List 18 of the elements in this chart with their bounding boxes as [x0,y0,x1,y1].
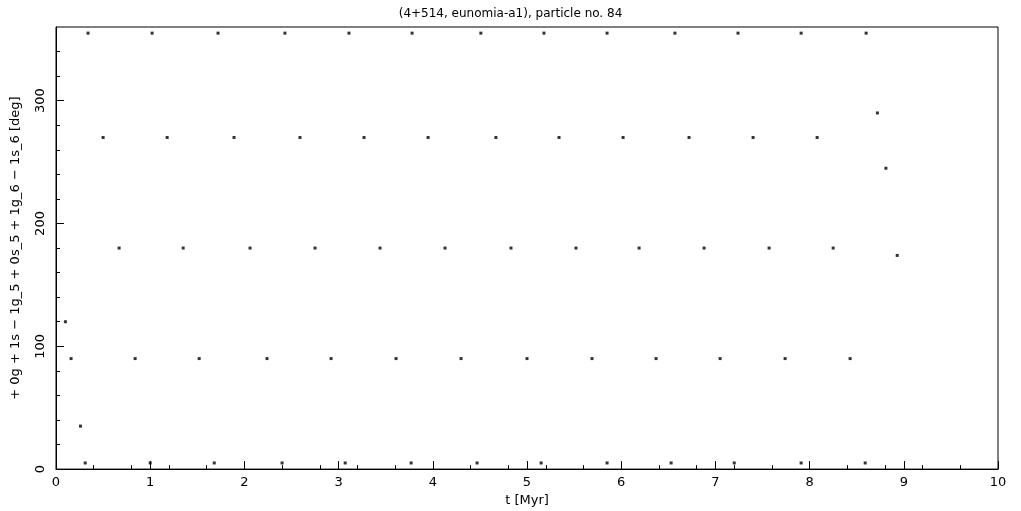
x-tick-label: 2 [240,474,249,490]
x-tick-label: 9 [899,474,908,490]
x-tick-label: 1 [146,474,155,490]
y-axis-title: + 0g + 1s − 1g_5 + 0s_5 + 1g_6 − 1s_6 [deg] [7,96,22,400]
x-tick-label: 10 [989,474,1007,490]
x-tick-label: 5 [522,474,532,490]
y-tick-label: 200 [32,211,47,236]
x-tick-label: 6 [617,474,626,490]
y-tick-label: 100 [32,333,47,359]
x-tick-label: 3 [334,474,343,490]
x-axis-title: t [Myr] [505,492,549,507]
x-tick-label: 0 [51,474,61,490]
x-tick-label: 4 [428,474,437,490]
chart-title: (4+514, eunomia-a1), particle no. 84 [398,6,623,20]
y-tick-label: 300 [32,88,47,114]
y-tick-label: 0 [32,464,47,474]
x-tick-label: 8 [805,474,814,490]
x-tick-label: 7 [711,474,720,490]
